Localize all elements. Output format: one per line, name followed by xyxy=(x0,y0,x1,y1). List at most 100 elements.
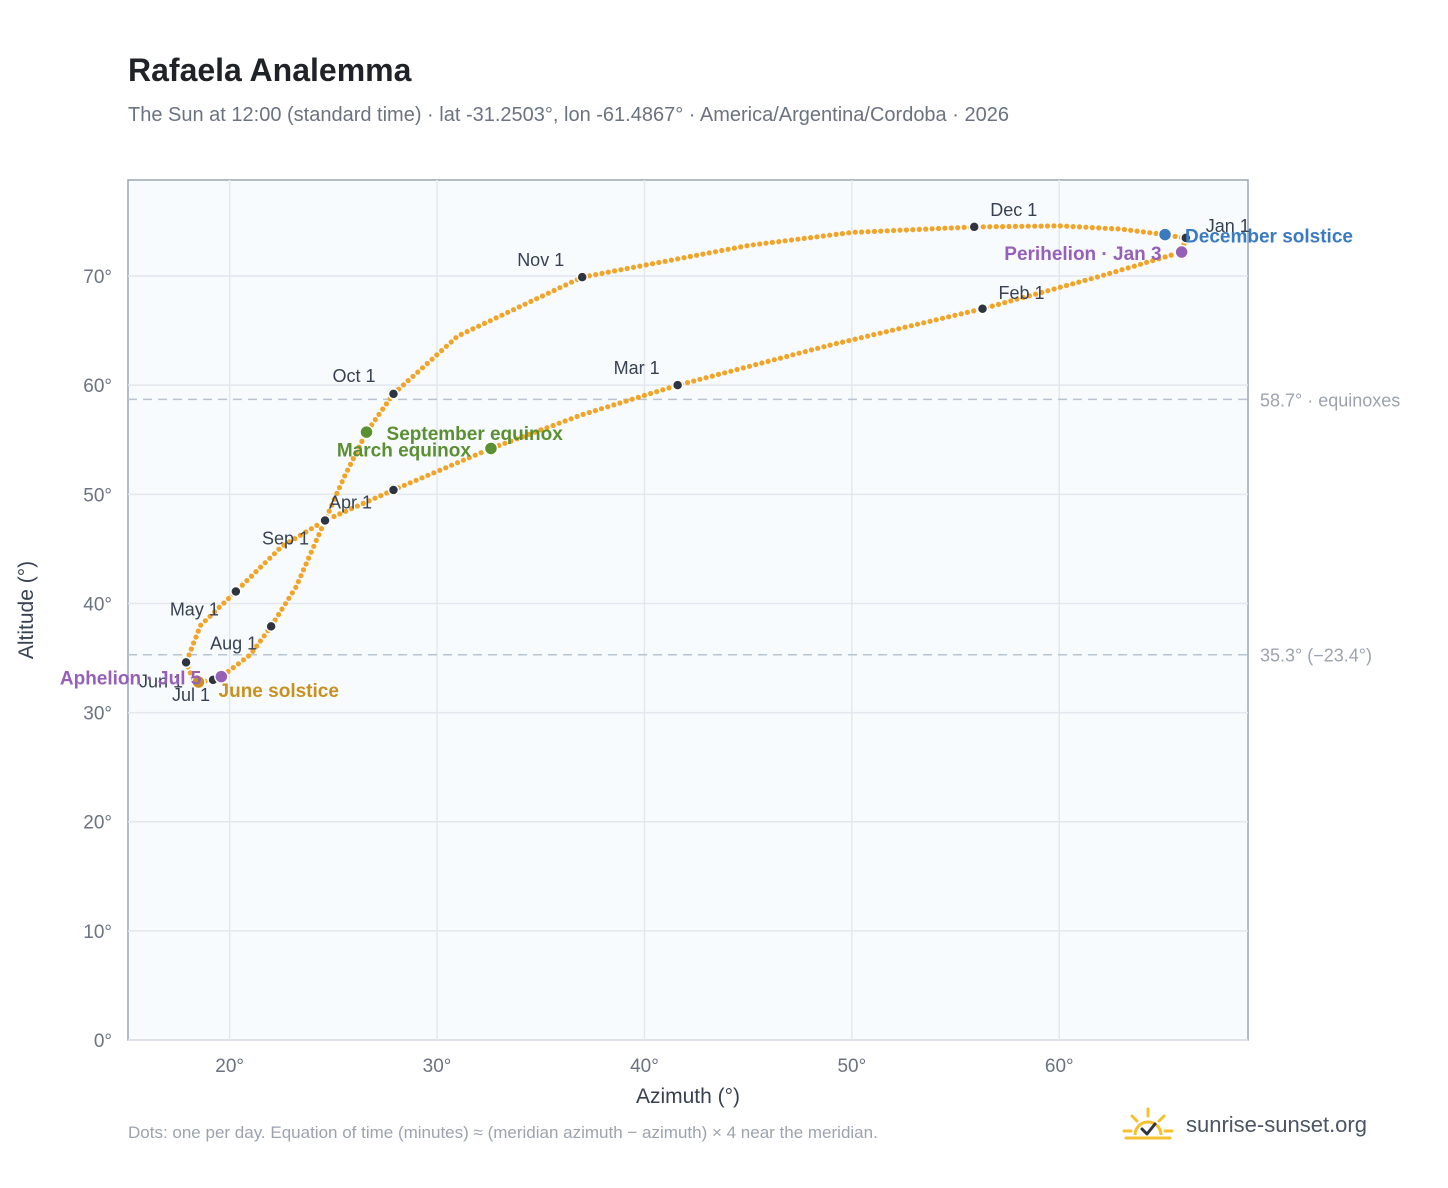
day-dot xyxy=(771,357,777,363)
day-dot xyxy=(1128,227,1134,233)
event-marker xyxy=(483,441,499,456)
day-dot xyxy=(725,246,731,252)
day-dot xyxy=(354,503,360,509)
day-dot xyxy=(212,609,218,615)
day-dot xyxy=(691,378,697,384)
day-dot xyxy=(700,251,706,257)
event-label: Perihelion · Jan 3 xyxy=(1004,244,1161,265)
day-dot xyxy=(510,307,517,313)
day-dot xyxy=(313,537,319,544)
day-dot xyxy=(225,595,232,602)
day-dot xyxy=(763,240,769,246)
day-dot xyxy=(738,244,744,250)
day-dot xyxy=(734,366,740,373)
day-dot xyxy=(356,444,362,450)
day-dot xyxy=(955,225,961,231)
day-dot xyxy=(331,496,337,502)
day-dot xyxy=(971,308,977,314)
day-dot xyxy=(1038,223,1044,229)
y-tick-label: 20° xyxy=(83,813,112,834)
day-dot xyxy=(1025,223,1031,229)
day-dot xyxy=(297,532,303,538)
day-dot xyxy=(808,235,814,241)
day-dot xyxy=(852,229,858,235)
day-dot xyxy=(353,450,359,456)
day-dot xyxy=(470,326,476,332)
day-dot xyxy=(618,267,624,273)
chart-title: Rafaela Analemma xyxy=(128,52,412,88)
day-dot xyxy=(195,628,201,634)
day-dot xyxy=(846,230,852,236)
month-marker xyxy=(265,620,277,633)
day-dot xyxy=(989,303,995,309)
day-dot xyxy=(666,385,672,391)
brand[interactable]: sunrise-sunset.org xyxy=(1120,1100,1367,1150)
day-dot xyxy=(257,638,263,644)
day-dot xyxy=(289,590,295,596)
day-dot xyxy=(914,321,921,327)
day-dot xyxy=(654,389,660,395)
day-dot xyxy=(896,326,902,332)
day-dot xyxy=(593,272,599,278)
day-dot xyxy=(1109,226,1115,232)
day-dot xyxy=(350,456,356,462)
day-dot xyxy=(272,617,278,623)
day-dot xyxy=(286,539,292,545)
day-dot xyxy=(927,318,933,324)
day-dot xyxy=(929,226,935,232)
day-dot xyxy=(897,227,903,233)
day-dot xyxy=(329,502,335,508)
day-dot xyxy=(499,312,505,318)
day-dot xyxy=(1070,281,1076,287)
day-dot xyxy=(282,601,289,607)
day-dot xyxy=(413,477,419,483)
day-dot xyxy=(308,526,314,532)
day-dot xyxy=(244,578,250,584)
day-dot xyxy=(230,665,236,671)
day-dot xyxy=(1019,223,1025,229)
day-dot xyxy=(1076,224,1083,230)
day-dot xyxy=(1156,256,1162,262)
month-label: Dec 1 xyxy=(990,200,1037,220)
day-dot xyxy=(852,336,858,342)
day-dot xyxy=(538,427,544,433)
day-dot xyxy=(342,473,348,479)
day-dot xyxy=(820,233,826,239)
month-marker xyxy=(576,271,588,283)
day-dot xyxy=(460,457,466,463)
day-dot xyxy=(487,318,493,324)
day-dot xyxy=(605,269,611,275)
day-dot xyxy=(410,373,416,379)
x-tick-label: 60° xyxy=(1045,1056,1074,1077)
day-dot xyxy=(795,236,801,242)
day-dot xyxy=(846,338,852,344)
day-dot xyxy=(574,413,580,420)
day-dot xyxy=(314,522,320,529)
day-dot xyxy=(740,365,746,371)
day-dot xyxy=(586,273,593,279)
day-dot xyxy=(1020,294,1026,301)
day-dot xyxy=(1125,265,1131,271)
day-dot xyxy=(1082,277,1088,283)
day-dot xyxy=(250,648,256,654)
day-dot xyxy=(1162,254,1168,260)
day-dot xyxy=(1044,223,1051,229)
day-dot xyxy=(1051,286,1057,292)
day-dot xyxy=(1150,258,1156,264)
day-dot xyxy=(668,257,675,263)
day-dot xyxy=(454,460,461,466)
event-marker xyxy=(214,669,229,684)
day-dot xyxy=(300,567,307,573)
day-dot xyxy=(453,335,459,341)
day-dot xyxy=(448,339,454,345)
day-dot xyxy=(545,290,551,296)
day-dot xyxy=(908,323,914,329)
day-dot xyxy=(1033,291,1039,297)
month-label: Jul 1 xyxy=(172,685,210,705)
day-dot xyxy=(563,282,569,288)
day-dot xyxy=(316,532,322,538)
day-dot xyxy=(384,490,390,496)
day-dot xyxy=(1140,229,1146,235)
day-dot xyxy=(637,263,643,269)
day-dot xyxy=(889,327,896,333)
